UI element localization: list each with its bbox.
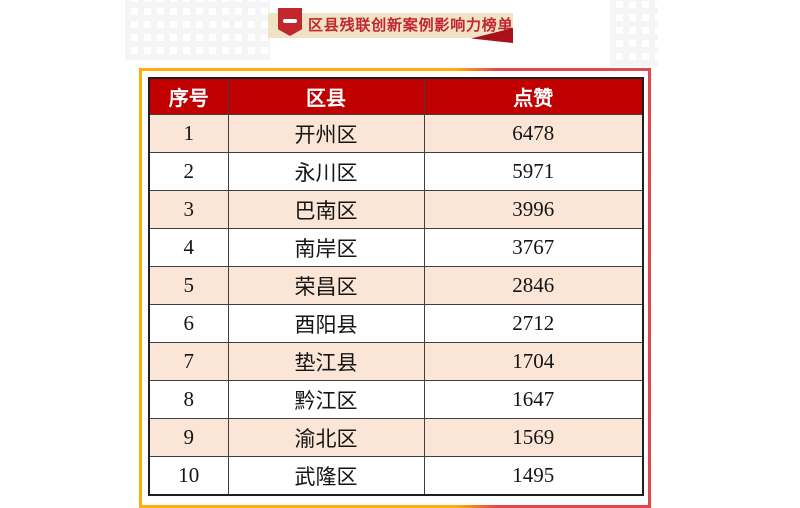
likes-cell: 1704 [423,342,644,381]
table-row: 5 荣昌区 2846 [148,266,644,305]
likes-cell: 3767 [423,228,644,267]
rank-cell: 7 [148,342,229,381]
ranking-banner: 区县残联创新案例影响力榜单 [268,8,514,43]
background-texture-left [125,0,270,60]
table-body: 1 开州区 6478 2 永川区 5971 3 巴南区 3996 4 南岸区 3… [148,114,644,496]
rank-cell: 10 [148,456,229,496]
likes-cell: 2846 [423,266,644,305]
ribbon-badge-icon [278,8,302,36]
table-row: 8 黔江区 1647 [148,380,644,419]
district-cell: 黔江区 [227,380,425,419]
table-row: 9 渝北区 1569 [148,418,644,457]
likes-cell: 3996 [423,190,644,229]
district-cell: 永川区 [227,152,425,191]
badge-minus-bar [283,19,297,23]
rank-cell: 4 [148,228,229,267]
rank-cell: 1 [148,114,229,153]
column-header-district: 区县 [227,77,425,115]
column-header-rank: 序号 [148,77,229,115]
column-header-likes: 点赞 [423,77,644,115]
likes-cell: 1647 [423,380,644,419]
district-cell: 南岸区 [227,228,425,267]
rank-cell: 6 [148,304,229,343]
district-cell: 荣昌区 [227,266,425,305]
likes-cell: 6478 [423,114,644,153]
rank-cell: 8 [148,380,229,419]
table-row: 1 开州区 6478 [148,114,644,153]
background-texture-right [610,0,658,66]
table-frame: 序号 区县 点赞 1 开州区 6478 2 永川区 5971 3 巴南区 399… [139,68,651,508]
district-cell: 渝北区 [227,418,425,457]
district-cell: 武隆区 [227,456,425,496]
rank-cell: 2 [148,152,229,191]
ranking-table: 序号 区县 点赞 1 开州区 6478 2 永川区 5971 3 巴南区 399… [148,77,644,496]
table-row: 4 南岸区 3767 [148,228,644,267]
table-row: 3 巴南区 3996 [148,190,644,229]
table-header-row: 序号 区县 点赞 [148,77,644,115]
table-row: 7 垫江县 1704 [148,342,644,381]
likes-cell: 1495 [423,456,644,496]
likes-cell: 5971 [423,152,644,191]
likes-cell: 1569 [423,418,644,457]
district-cell: 垫江县 [227,342,425,381]
table-row: 2 永川区 5971 [148,152,644,191]
rank-cell: 5 [148,266,229,305]
likes-cell: 2712 [423,304,644,343]
district-cell: 酉阳县 [227,304,425,343]
district-cell: 巴南区 [227,190,425,229]
district-cell: 开州区 [227,114,425,153]
table-row: 10 武隆区 1495 [148,456,644,496]
rank-cell: 9 [148,418,229,457]
rank-cell: 3 [148,190,229,229]
table-row: 6 酉阳县 2712 [148,304,644,343]
banner-title: 区县残联创新案例影响力榜单 [308,17,514,34]
